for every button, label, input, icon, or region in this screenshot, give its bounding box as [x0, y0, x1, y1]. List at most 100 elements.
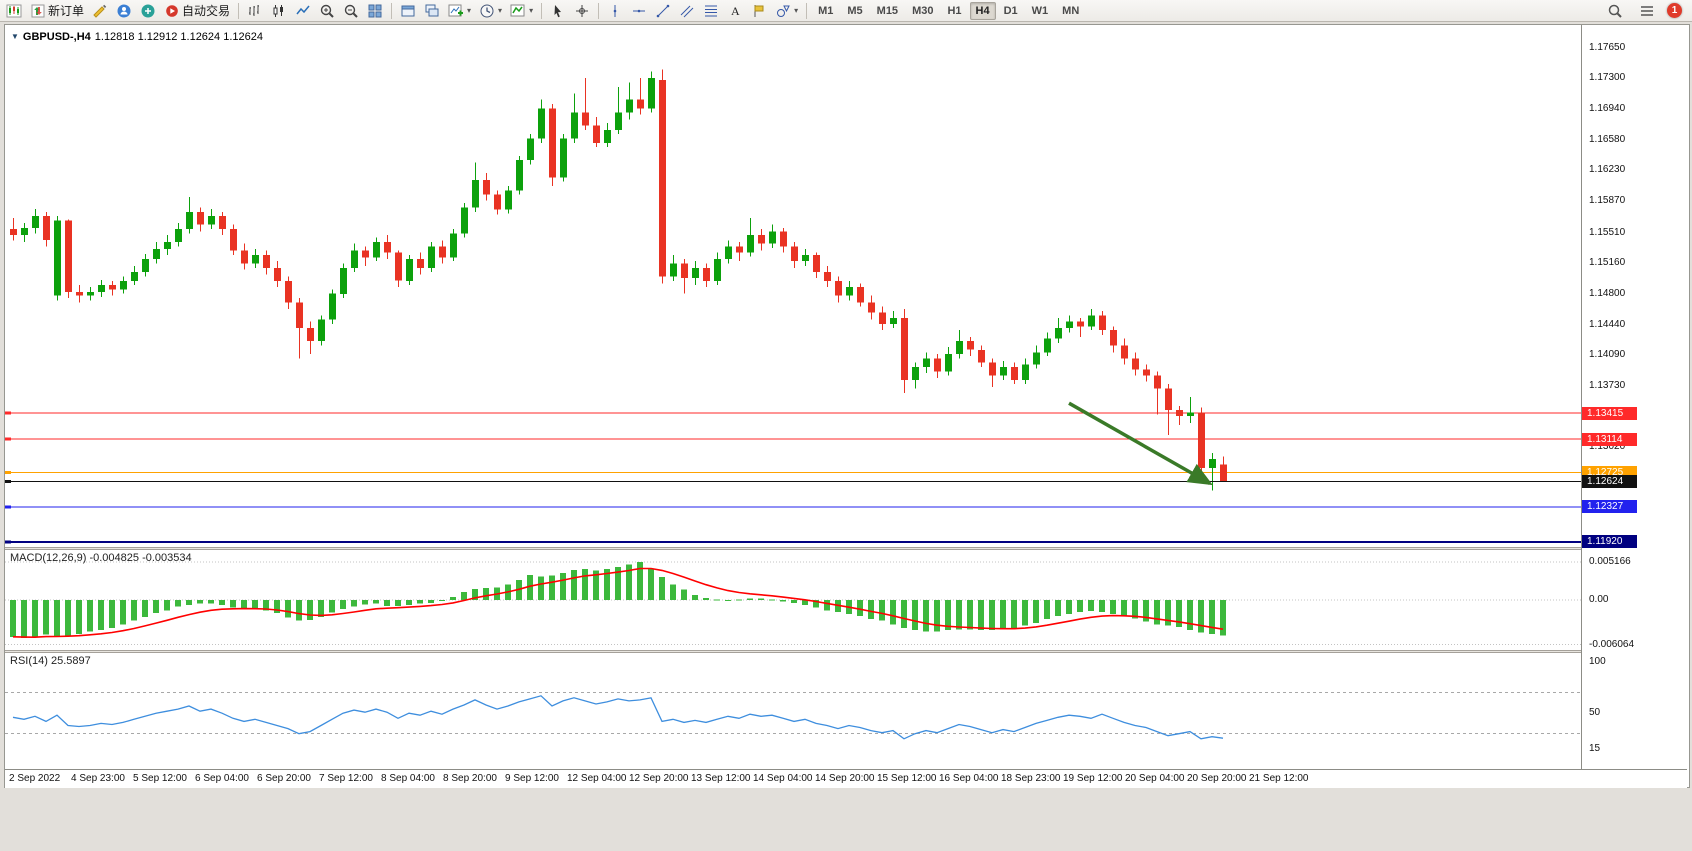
price-badge-1.12624: 1.12624 — [1582, 475, 1637, 488]
time-label: 6 Sep 20:00 — [257, 773, 311, 784]
price-tick: 1.13730 — [1589, 380, 1626, 391]
chart-window: ▼ GBPUSD-,H4 1.12818 1.12912 1.12624 1.126… — [4, 24, 1690, 788]
macd-pane-separator[interactable] — [5, 547, 1687, 550]
time-label: 4 Sep 23:00 — [71, 773, 125, 784]
time-label: 2 Sep 2022 — [9, 773, 61, 784]
fibonacci-button[interactable] — [700, 1, 722, 21]
toolbar-separator — [391, 2, 393, 19]
market-watch-button[interactable] — [113, 1, 135, 21]
price-badge-1.12327: 1.12327 — [1582, 500, 1637, 513]
price-tick: 1.13020 — [1589, 441, 1626, 452]
new-chart-button[interactable]: ▾ — [445, 1, 474, 21]
zoom-out-button[interactable] — [340, 1, 362, 21]
menu-icon — [1641, 5, 1653, 16]
trendline-button[interactable] — [652, 1, 674, 21]
timeframe-m5[interactable]: M5 — [847, 4, 863, 17]
tile-windows-button[interactable] — [364, 1, 386, 21]
indicators-button[interactable]: ▾ — [507, 1, 536, 21]
price-scale[interactable]: 1.17650 1.17300 1.16940 1.16580 1.16230 1.158… — [1581, 25, 1688, 769]
crosshair-button[interactable] — [571, 1, 593, 21]
time-label: 6 Sep 04:00 — [195, 773, 249, 784]
notification-badge[interactable]: 1 — [1667, 3, 1682, 18]
timeframe-mn[interactable]: MN — [1062, 4, 1080, 17]
rsi-pane-separator[interactable] — [5, 650, 1687, 653]
tile-icon — [368, 4, 382, 17]
vertical-line-button[interactable] — [604, 1, 626, 21]
timeframe-h4[interactable]: H4 — [969, 1, 996, 20]
search-button[interactable] — [1604, 1, 1626, 21]
time-label: 21 Sep 12:00 — [1249, 773, 1309, 784]
candle-chart-icon — [273, 4, 284, 17]
shapes-icon — [777, 5, 790, 17]
cursor-button[interactable] — [547, 1, 569, 21]
autotrading-button[interactable]: 自动交易 — [161, 1, 233, 21]
zoom-in-button[interactable] — [316, 1, 338, 21]
text-label-button[interactable] — [748, 1, 770, 21]
clock-icon — [480, 4, 494, 17]
bar-chart-button[interactable] — [244, 1, 266, 21]
price-tick: 1.15160 — [1589, 257, 1626, 268]
time-label: 8 Sep 04:00 — [381, 773, 435, 784]
time-label: 15 Sep 12:00 — [877, 773, 937, 784]
time-label: 19 Sep 12:00 — [1063, 773, 1123, 784]
new-order-button[interactable]: 新订单 — [27, 1, 87, 21]
menu-button[interactable] — [1636, 1, 1658, 21]
macd-pane[interactable] — [5, 550, 1581, 650]
line-chart-button[interactable] — [292, 1, 314, 21]
navigator-icon — [141, 4, 155, 17]
horizontal-lines[interactable] — [5, 411, 1581, 544]
time-label: 14 Sep 04:00 — [753, 773, 813, 784]
market-icon — [117, 4, 131, 17]
price-tick: 1.14090 — [1589, 349, 1626, 360]
macd-tick: -0.006064 — [1589, 639, 1635, 650]
profiles-button[interactable]: ▾ — [476, 1, 505, 21]
metaeditor-button[interactable] — [89, 1, 111, 21]
toolbar: 新订单 自动交易 ▾ ▾ ▾ A ▾ M1 M5 M15 M30 H1 H4 D1 W1 MN 1 — [0, 0, 1692, 22]
cascade-windows-button[interactable] — [421, 1, 443, 21]
cursor-icon — [554, 4, 562, 17]
toolbar-separator — [238, 2, 240, 19]
zoom-out-icon — [344, 4, 358, 18]
channel-button[interactable] — [676, 1, 698, 21]
main-chart-pane[interactable] — [5, 25, 1581, 547]
arrange-icon — [401, 5, 415, 16]
price-tick: 1.16580 — [1589, 134, 1626, 145]
time-axis[interactable]: 2 Sep 2022 4 Sep 23:00 5 Sep 12:00 6 Sep 04… — [5, 769, 1687, 788]
navigator-button[interactable] — [137, 1, 159, 21]
price-tick: 1.15870 — [1589, 195, 1626, 206]
search-icon — [1608, 4, 1622, 18]
timeframe-m1[interactable]: M1 — [818, 4, 834, 17]
collapse-icon[interactable]: ▼ — [11, 32, 19, 41]
rsi-label: RSI(14) 25.5897 — [10, 655, 91, 667]
timeframe-d1[interactable]: D1 — [1003, 4, 1018, 17]
price-badge-1.11920: 1.11920 — [1582, 535, 1637, 548]
cascade-icon — [425, 4, 439, 16]
text-button[interactable]: A — [724, 1, 746, 21]
time-label: 8 Sep 20:00 — [443, 773, 497, 784]
auto-arrange-button[interactable] — [397, 1, 419, 21]
timeframe-w1[interactable]: W1 — [1031, 4, 1049, 17]
toolbar-buttons: 新订单 自动交易 ▾ ▾ ▾ A ▾ M1 M5 M15 M30 H1 H4 D1 W1 MN — [2, 0, 1086, 22]
annotation-arrow[interactable] — [1068, 401, 1213, 486]
vline-icon — [613, 4, 617, 17]
timeframe-h1[interactable]: H1 — [947, 4, 962, 17]
crosshair-icon — [576, 4, 589, 17]
chart-symbol: GBPUSD-,H4 — [22, 31, 91, 43]
svg-text:A: A — [731, 4, 740, 18]
candle-chart-button[interactable] — [268, 1, 290, 21]
price-tick: 1.15510 — [1589, 227, 1626, 238]
time-label: 12 Sep 20:00 — [629, 773, 689, 784]
macd-signal-line — [12, 567, 1224, 639]
current-price-line — [5, 479, 1581, 483]
hline-icon — [633, 9, 646, 12]
charts-button[interactable] — [3, 1, 25, 21]
shapes-button[interactable]: ▾ — [772, 1, 801, 21]
price-tick: 1.14800 — [1589, 288, 1626, 299]
timeframe-m30[interactable]: M30 — [912, 4, 934, 17]
time-label: 16 Sep 04:00 — [939, 773, 999, 784]
time-label: 7 Sep 12:00 — [319, 773, 373, 784]
timeframe-m15[interactable]: M15 — [876, 4, 899, 17]
time-label: 9 Sep 12:00 — [505, 773, 559, 784]
horizontal-line-button[interactable] — [628, 1, 650, 21]
rsi-pane[interactable] — [5, 653, 1581, 769]
